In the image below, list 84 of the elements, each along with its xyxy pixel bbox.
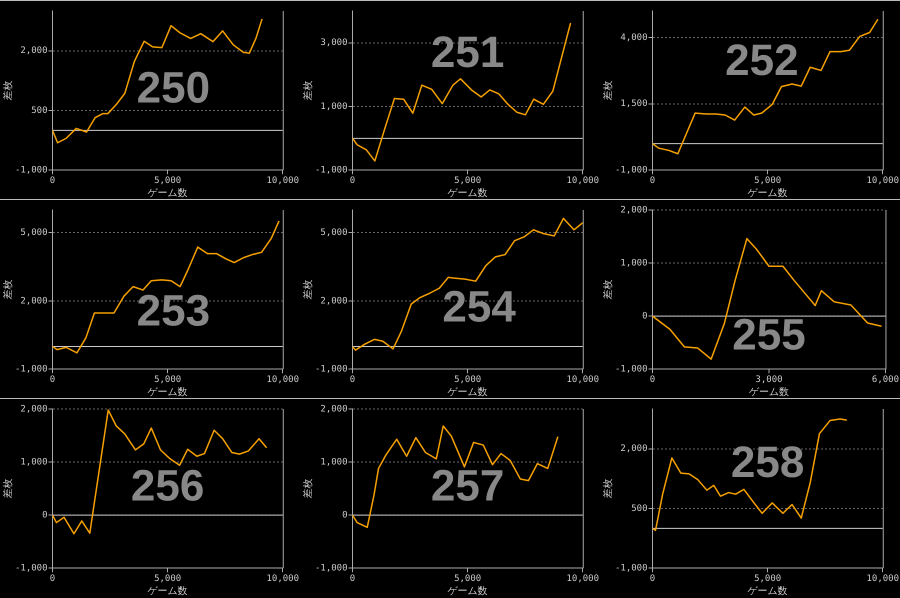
- x-tick-label: 10,000: [266, 574, 299, 584]
- y-axis-title: 差枚: [602, 280, 614, 300]
- text: 250: [136, 64, 210, 113]
- x-tick-label: 5,000: [754, 574, 782, 584]
- x-tick-label: 5,000: [454, 574, 482, 584]
- x-axis-title: ゲーム数: [748, 386, 789, 398]
- y-tick-label: 0: [42, 510, 48, 520]
- y-axis-title: 差枚: [2, 478, 14, 499]
- y-tick-label: 1,000: [320, 102, 348, 112]
- x-tick-label: 0: [50, 374, 56, 385]
- x-tick-label: 6,000: [872, 374, 899, 385]
- y-tick-label: 2,000: [320, 296, 348, 306]
- y-axis-title: 差枚: [602, 80, 614, 101]
- x-tick-label: 10,000: [866, 176, 899, 186]
- y-tick-label: 5,000: [20, 228, 48, 238]
- x-tick-label: 0: [350, 176, 356, 186]
- x-axis-title: ゲーム数: [148, 586, 188, 597]
- x-tick-label: 10,000: [566, 574, 599, 584]
- x-tick-label: 10,000: [566, 176, 599, 186]
- y-tick-label: 1,000: [620, 258, 648, 268]
- x-axis-title: ゲーム数: [448, 386, 488, 398]
- y-tick-label: 2,000: [620, 205, 648, 216]
- x-tick-label: 10,000: [266, 374, 299, 385]
- y-tick-label: -1,000: [14, 166, 48, 176]
- x-axis-title: ゲーム数: [448, 188, 488, 199]
- y-tick-label: -1,000: [14, 364, 48, 375]
- y-tick-label: 500: [31, 106, 48, 116]
- x-tick-label: 0: [350, 574, 356, 584]
- y-tick-label: -1,000: [14, 564, 48, 574]
- x-tick-label: 5,000: [454, 374, 482, 385]
- y-tick-label: -1,000: [614, 364, 648, 375]
- x-tick-label: 0: [650, 374, 656, 385]
- y-tick-label: -1,000: [314, 166, 348, 176]
- x-axis-title: ゲーム数: [748, 188, 788, 199]
- text: 257: [430, 462, 504, 511]
- y-tick-label: 2,000: [20, 404, 48, 414]
- y-tick-label: 3,000: [320, 38, 348, 48]
- x-tick-label: 0: [650, 176, 656, 186]
- y-tick-label: 2,000: [20, 296, 48, 306]
- x-tick-label: 5,000: [154, 374, 182, 385]
- y-axis-title: 差枚: [2, 80, 14, 101]
- x-axis-title: ゲーム数: [148, 188, 188, 199]
- y-tick-label: -1,000: [314, 564, 348, 574]
- y-axis-title: 差枚: [302, 280, 314, 300]
- y-tick-label: 2,000: [320, 404, 348, 414]
- y-tick-label: 1,500: [620, 99, 648, 110]
- y-tick-label: -1,000: [314, 364, 348, 375]
- text: 256: [130, 462, 204, 511]
- x-tick-label: 5,000: [154, 176, 182, 186]
- y-tick-label: -1,000: [614, 564, 648, 574]
- x-tick-label: 5,000: [154, 574, 182, 584]
- x-tick-label: 3,000: [755, 374, 783, 385]
- y-axis-title: 差枚: [302, 80, 314, 101]
- x-tick-label: 10,000: [266, 176, 299, 186]
- y-axis-title: 差枚: [602, 478, 614, 499]
- text: 254: [442, 282, 516, 332]
- y-tick-label: 0: [342, 510, 348, 520]
- y-tick-label: 2,000: [620, 444, 648, 454]
- y-tick-label: -1,000: [614, 166, 648, 176]
- x-axis-title: ゲーム数: [748, 586, 788, 597]
- x-tick-label: 0: [50, 574, 56, 584]
- y-tick-label: 4,000: [620, 32, 648, 43]
- x-axis-title: ゲーム数: [148, 386, 188, 398]
- x-tick-label: 10,000: [866, 574, 899, 584]
- x-tick-label: 5,000: [454, 176, 482, 186]
- x-tick-label: 5,000: [754, 176, 782, 186]
- text: 252: [725, 36, 799, 85]
- text: 255: [732, 310, 806, 360]
- y-tick-label: 0: [642, 311, 648, 322]
- y-axis-title: 差枚: [302, 478, 314, 499]
- y-tick-label: 5,000: [320, 228, 348, 238]
- chart-title: 251: [430, 28, 504, 77]
- x-tick-label: 0: [50, 176, 56, 186]
- y-tick-label: 500: [631, 504, 648, 514]
- y-tick-label: 1,000: [320, 457, 348, 468]
- x-axis-title: ゲーム数: [448, 586, 488, 597]
- text: 258: [730, 438, 804, 487]
- x-tick-label: 0: [650, 574, 656, 584]
- x-tick-label: 0: [350, 374, 356, 385]
- x-tick-label: 10,000: [566, 374, 599, 385]
- y-tick-label: 2,000: [20, 46, 48, 56]
- y-tick-label: 1,000: [20, 457, 48, 468]
- text: 253: [136, 286, 210, 336]
- y-axis-title: 差枚: [2, 280, 14, 300]
